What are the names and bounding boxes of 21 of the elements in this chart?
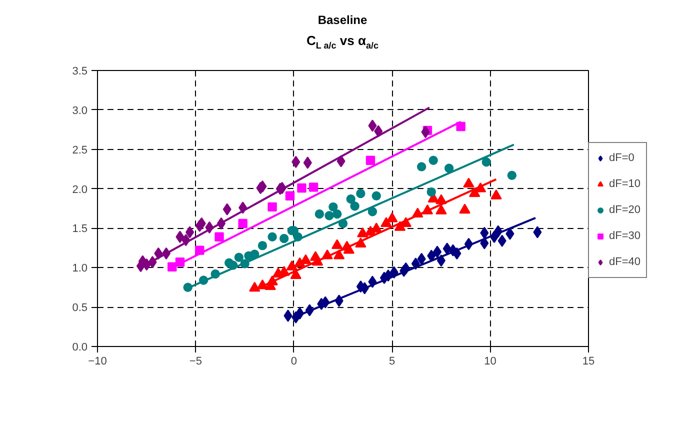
x-tick-label: −10 xyxy=(88,356,107,368)
y-tick-label: 1.5 xyxy=(72,223,88,236)
y-tick-label: 2.5 xyxy=(72,144,88,156)
x-tick-label: 5 xyxy=(389,356,396,368)
legend-label: dF=0 xyxy=(609,152,634,164)
legend-label: dF=30 xyxy=(609,230,640,242)
y-tick-label: 3.5 xyxy=(72,66,88,78)
x-tick-label: 0 xyxy=(290,356,297,368)
chart-title: Baseline xyxy=(316,12,368,29)
x-tick-label: 10 xyxy=(484,356,496,368)
legend-label: dF=20 xyxy=(609,204,640,216)
x-tick-label: 15 xyxy=(582,356,595,368)
chart-subtitle: C$_{L a/c}$ vs α$_{a/c}$ xyxy=(306,32,380,53)
y-tick-label: 2.0 xyxy=(72,184,88,196)
legend-label: dF=40 xyxy=(609,256,640,268)
y-tick-label: 0.0 xyxy=(72,342,88,354)
y-tick-label: 3.0 xyxy=(72,104,88,117)
y-tick-label: 0.5 xyxy=(72,302,88,314)
y-tick-label: 1.0 xyxy=(72,262,88,275)
legend-label: dF=10 xyxy=(609,178,640,190)
x-tick-label: −5 xyxy=(189,356,202,368)
